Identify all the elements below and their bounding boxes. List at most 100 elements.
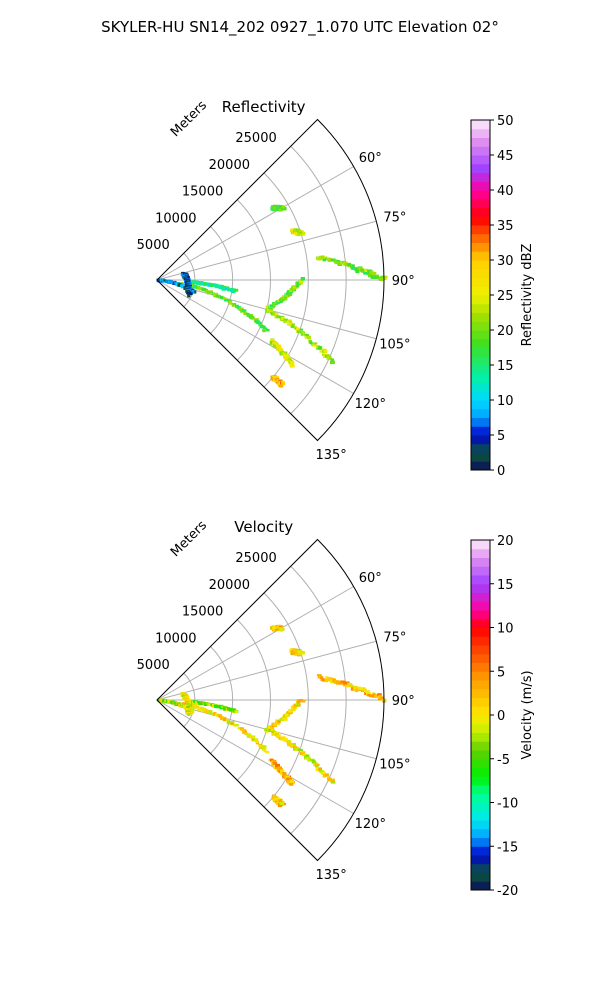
colorbar-segment bbox=[471, 881, 490, 891]
radar-gate bbox=[374, 276, 378, 279]
radar-gate bbox=[222, 717, 227, 722]
radar-gate bbox=[320, 771, 326, 775]
radar-gate bbox=[282, 320, 287, 323]
radar-gate bbox=[266, 309, 271, 312]
colorbar-segment bbox=[471, 566, 490, 576]
angle-tick-label: 60° bbox=[359, 151, 382, 166]
radar-gate bbox=[243, 730, 247, 734]
colorbar-label: Reflectivity dBZ bbox=[520, 244, 535, 347]
radar-gate bbox=[285, 354, 289, 358]
radar-gate bbox=[272, 759, 276, 764]
angle-grid-line bbox=[156, 166, 354, 281]
radar-gate bbox=[192, 280, 196, 285]
radar-gate bbox=[213, 704, 218, 708]
colorbar-segment bbox=[471, 793, 490, 803]
radar-gate bbox=[318, 767, 322, 772]
colorbar: -20 -15 -10 -5 0 5 10 15 20 Velocity (m/s) bbox=[470, 534, 535, 899]
radar-gate bbox=[210, 284, 215, 287]
colorbar-segment bbox=[471, 723, 490, 733]
radar-gate bbox=[373, 694, 379, 698]
radar-gate bbox=[367, 694, 371, 697]
radar-gate bbox=[197, 706, 202, 711]
range-tick-label: 20000 bbox=[209, 158, 250, 173]
radar-gate bbox=[287, 292, 293, 297]
radar-gate bbox=[276, 346, 282, 350]
colorbar-segment bbox=[471, 706, 490, 716]
range-axis-label: Meters bbox=[168, 98, 210, 140]
radar-gate bbox=[289, 361, 294, 364]
colorbar-tick-label: 40 bbox=[497, 184, 514, 199]
colorbar-tick-label: 10 bbox=[497, 622, 514, 637]
radar-gate bbox=[320, 255, 325, 259]
colorbar-tick-label: 20 bbox=[497, 534, 514, 549]
colorbar-segment bbox=[471, 461, 490, 471]
radar-gate bbox=[205, 289, 209, 294]
radar-gate bbox=[187, 293, 191, 298]
radar-gate bbox=[278, 205, 282, 209]
radar-gate bbox=[250, 316, 255, 320]
radar-gate bbox=[336, 682, 340, 685]
radar-gate bbox=[368, 273, 373, 278]
radar-gate bbox=[304, 757, 309, 760]
colorbar-segment bbox=[471, 820, 490, 830]
radar-gate bbox=[214, 284, 219, 289]
colorbar-segment bbox=[471, 190, 490, 200]
radar-gate bbox=[363, 688, 367, 692]
colorbar-segment bbox=[471, 312, 490, 322]
colorbar-segment bbox=[471, 575, 490, 585]
radar-gate bbox=[226, 720, 230, 725]
angle-tick-label: 90° bbox=[392, 274, 415, 289]
colorbar-segment bbox=[471, 592, 490, 602]
radar-gate bbox=[291, 743, 296, 746]
radar-returns bbox=[156, 624, 387, 808]
radar-gate bbox=[274, 376, 279, 379]
colorbar-segment bbox=[471, 146, 490, 156]
radar-gate bbox=[292, 705, 296, 710]
colorbar-segment bbox=[471, 356, 490, 366]
colorbar-segment bbox=[471, 872, 490, 882]
colorbar-tick-label: -5 bbox=[497, 753, 510, 768]
radar-gate bbox=[276, 315, 281, 319]
colorbar-segment bbox=[471, 408, 490, 418]
radar-gate bbox=[272, 342, 277, 345]
colorbar-segment bbox=[471, 583, 490, 593]
radar-gate bbox=[288, 708, 292, 713]
radar-gate bbox=[196, 281, 200, 284]
radar-gate bbox=[246, 312, 250, 316]
radar-gate bbox=[241, 309, 247, 312]
radar-gate bbox=[355, 269, 360, 274]
radar-gate bbox=[229, 708, 235, 711]
colorbar-segment bbox=[471, 207, 490, 217]
colorbar-segment bbox=[471, 627, 490, 637]
radar-gate bbox=[325, 354, 330, 357]
radar-gate bbox=[281, 717, 286, 720]
colorbar-segment bbox=[471, 260, 490, 270]
radar-gate bbox=[224, 299, 230, 302]
radar-gate bbox=[280, 297, 286, 300]
radar-gate bbox=[379, 278, 384, 281]
radar-gate bbox=[315, 344, 320, 349]
radar-gate bbox=[195, 285, 199, 290]
range-tick-label: 25000 bbox=[235, 551, 276, 566]
radar-gate bbox=[275, 765, 279, 768]
radar-gate bbox=[312, 343, 317, 347]
radar-gate bbox=[196, 705, 200, 708]
angle-tick-label: 75° bbox=[383, 210, 406, 225]
radar-gate bbox=[296, 327, 300, 331]
radar-gate bbox=[270, 725, 275, 730]
radar-gate bbox=[258, 745, 264, 748]
radar-gate bbox=[266, 328, 270, 332]
radar-gate bbox=[297, 748, 303, 752]
angle-tick-label: 105° bbox=[379, 758, 410, 773]
radar-gate bbox=[248, 314, 254, 318]
colorbar-segment bbox=[471, 277, 490, 287]
colorbar-segment bbox=[471, 435, 490, 445]
radar-gate bbox=[163, 279, 167, 282]
angle-tick-label: 75° bbox=[383, 630, 406, 645]
radar-gate bbox=[275, 312, 279, 317]
radar-gate bbox=[315, 764, 319, 768]
radar-gate bbox=[182, 702, 187, 706]
colorbar-segment bbox=[471, 540, 490, 550]
radar-gate bbox=[215, 294, 219, 298]
radar-gate bbox=[208, 290, 213, 294]
